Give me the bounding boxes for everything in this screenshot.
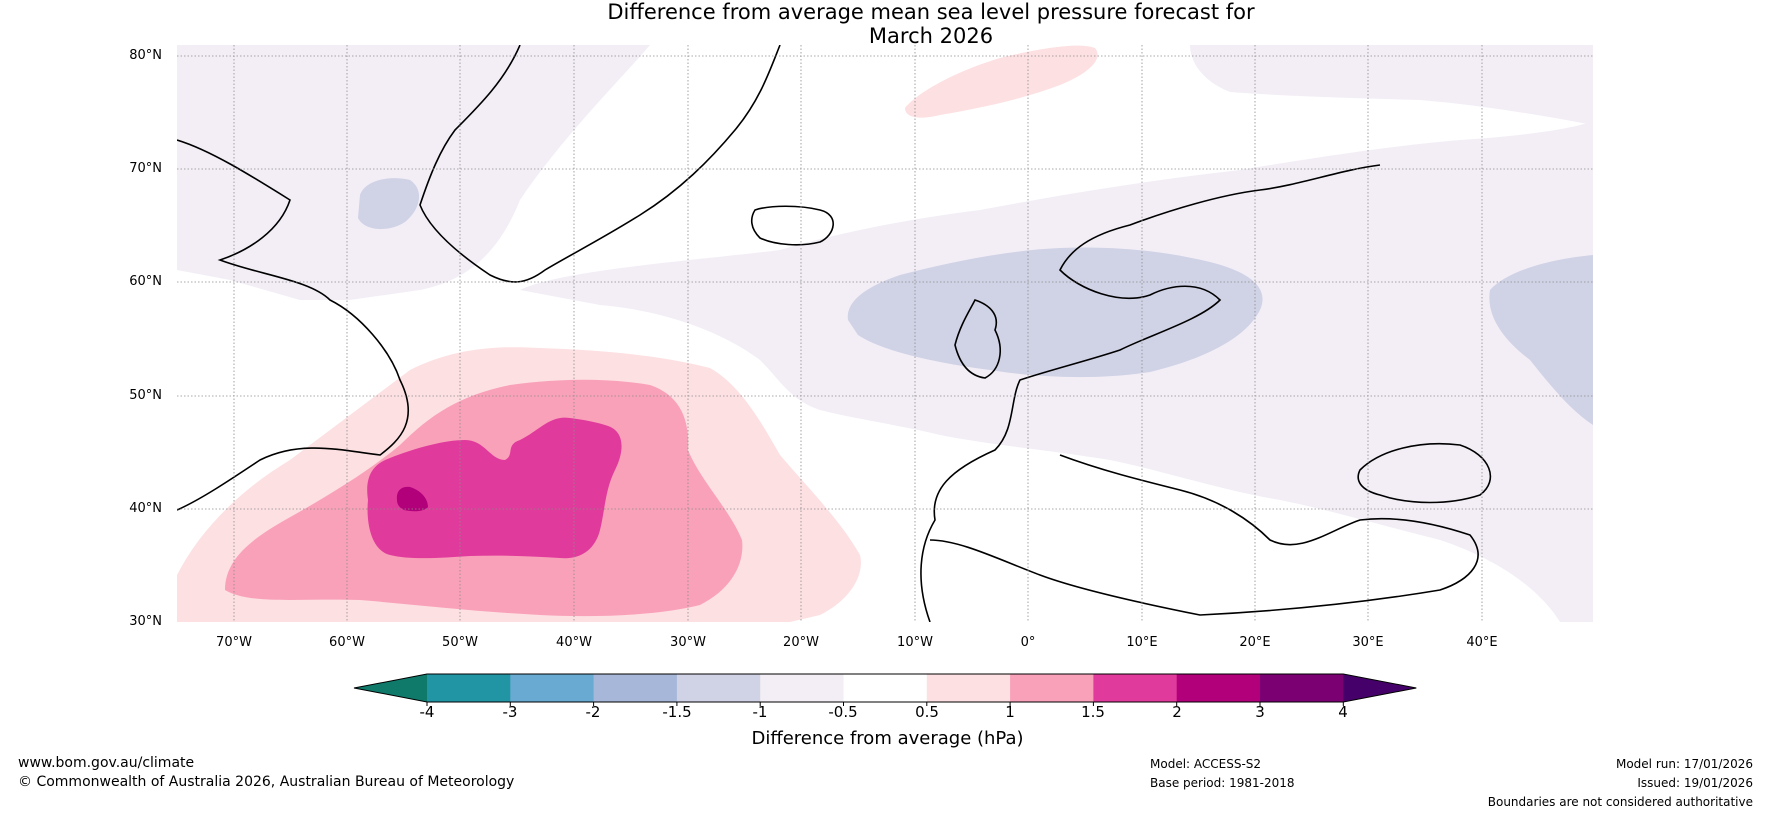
lat-label-50n: 50°N	[129, 388, 162, 403]
lon-label-10w: 10°W	[897, 635, 933, 650]
base-period: Base period: 1981-2018	[1150, 776, 1295, 790]
coastline-mediterranean	[929, 454, 1479, 616]
lon-label-20e: 20°E	[1239, 635, 1271, 650]
colorbar-segment	[427, 674, 511, 702]
model-run: Model run: 17/01/2026	[1615, 757, 1753, 771]
colorbar-label: Difference from average (hPa)	[751, 728, 1024, 749]
cb-tick-7: 0.5	[915, 703, 939, 721]
cb-tick-8: 1	[1005, 703, 1015, 721]
lat-label-70n: 70°N	[129, 161, 162, 176]
lon-label-20w: 20°W	[783, 635, 819, 650]
colorbar-segment	[760, 674, 844, 702]
lat-label-60n: 60°N	[129, 274, 162, 289]
coastline-britain	[954, 299, 1001, 379]
lon-label-40e: 40°E	[1466, 635, 1498, 650]
cb-tick-3: -2	[585, 703, 601, 721]
anomaly-region-neg-1-east	[1489, 255, 1593, 425]
lon-label-30w: 30°W	[670, 635, 706, 650]
cb-tick-4: -1.5	[662, 703, 692, 721]
anomaly-region-pos-2	[396, 486, 428, 512]
cb-tick-6: -0.5	[828, 703, 858, 721]
colorbar-segment	[1010, 674, 1094, 702]
lon-label-10e: 10°E	[1126, 635, 1158, 650]
coastline-greenland	[419, 45, 781, 283]
disclaimer: Boundaries are not considered authoritat…	[1487, 795, 1753, 809]
chart-title: Difference from average mean sea level p…	[0, 0, 1770, 48]
colorbar-segment	[1093, 674, 1178, 702]
colorbar-segment	[1260, 674, 1344, 702]
colorbar	[353, 673, 1417, 706]
lat-label-40n: 40°N	[129, 501, 162, 516]
colorbar-segment	[1176, 674, 1261, 702]
lon-label-50w: 50°W	[442, 635, 478, 650]
lon-label-40w: 40°W	[556, 635, 592, 650]
colorbar-segment	[676, 674, 761, 702]
cb-tick-5: -1	[752, 703, 768, 721]
colorbar-segment	[510, 674, 595, 702]
anomaly-region-neg-0-5-arctic	[1190, 45, 1593, 125]
title-line-2: March 2026	[868, 24, 994, 48]
colorbar-segment	[843, 674, 928, 702]
cb-tick-2: -3	[502, 703, 518, 721]
title-line-1: Difference from average mean sea level p…	[607, 0, 1255, 24]
lon-label-70w: 70°W	[216, 635, 252, 650]
lon-label-0: 0°	[1020, 635, 1036, 650]
anomaly-region-pos-0-5-arctic	[905, 45, 1098, 118]
anomaly-region-neg-0-5-north	[177, 45, 650, 300]
coastline-black-sea	[1357, 442, 1492, 504]
colorbar-segment	[593, 674, 678, 702]
cb-tick-10: 2	[1172, 703, 1182, 721]
issued-date: Issued: 19/01/2026	[1637, 776, 1753, 790]
website-link[interactable]: www.bom.gov.au/climate	[18, 755, 195, 771]
anomaly-region-neg-1	[847, 247, 1263, 378]
model-name: Model: ACCESS-S2	[1150, 757, 1262, 771]
anomaly-region-neg-1-greenland	[358, 178, 420, 230]
cb-tick-1: -4	[419, 703, 435, 721]
lon-label-30e: 30°E	[1352, 635, 1384, 650]
cb-tick-12: 4	[1338, 703, 1348, 721]
copyright-text: © Commonwealth of Australia 2026, Austra…	[18, 774, 515, 790]
lat-label-80n: 80°N	[129, 48, 162, 63]
lat-label-30n: 30°N	[129, 614, 162, 629]
cb-tick-11: 3	[1255, 703, 1265, 721]
lon-label-60w: 60°W	[329, 635, 365, 650]
coastline-europe	[920, 164, 1381, 622]
colorbar-extend-low	[354, 674, 427, 702]
colorbar-extend-high	[1343, 674, 1417, 702]
coastline-canada	[177, 139, 410, 511]
coastline-iceland	[750, 205, 834, 246]
colorbar-segment	[926, 674, 1011, 702]
cb-tick-9: 1.5	[1081, 703, 1105, 721]
anomaly-region-pos-1-5	[367, 417, 622, 559]
